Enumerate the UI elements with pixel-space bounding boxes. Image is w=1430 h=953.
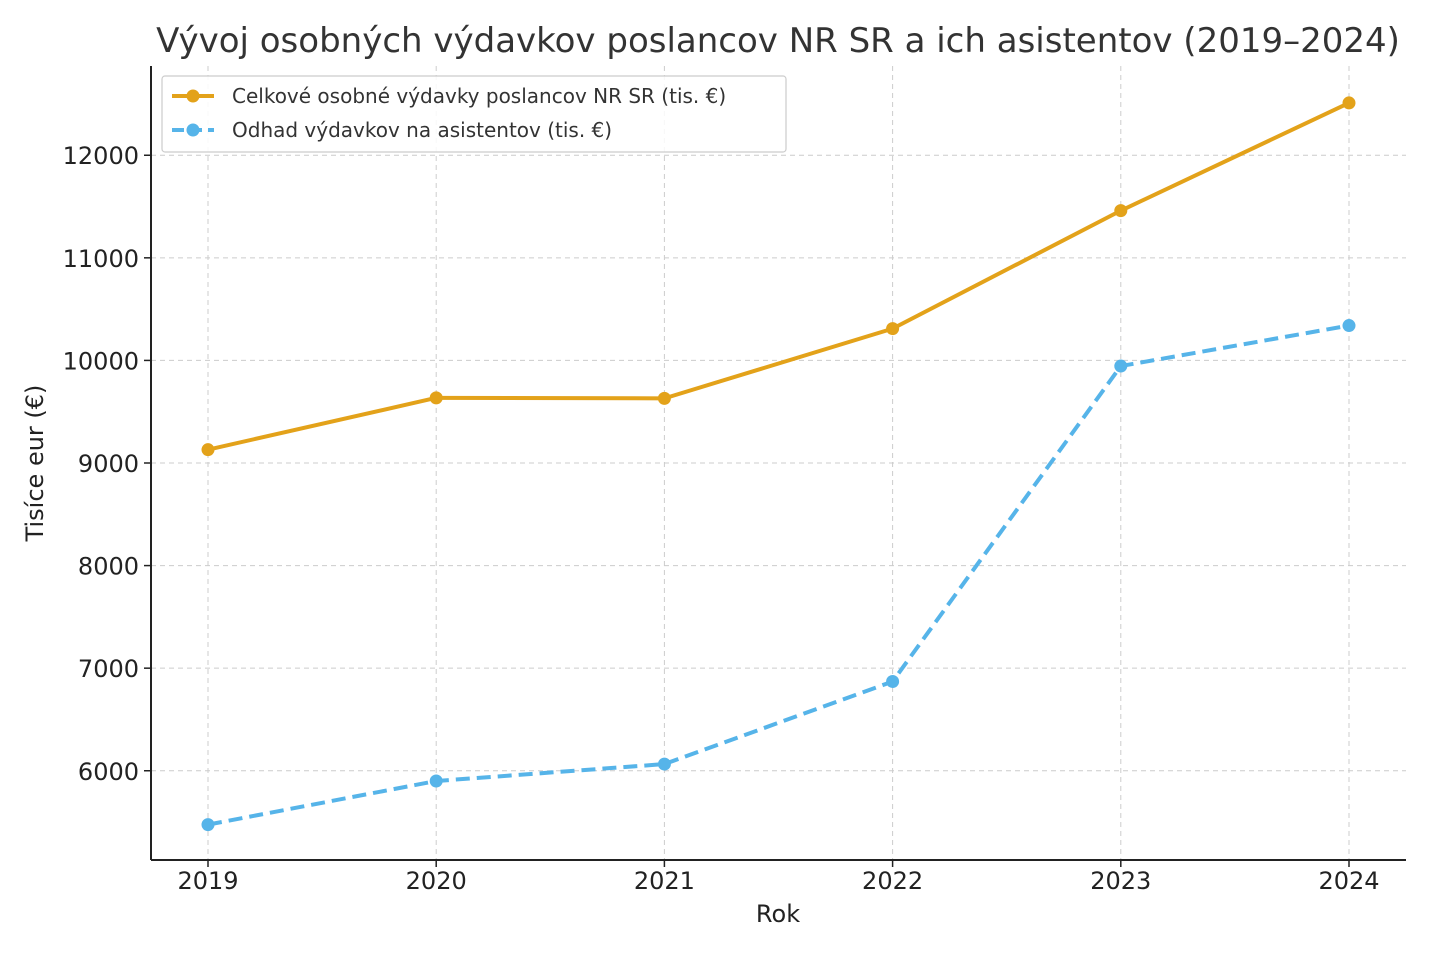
series-1-point [1114,204,1128,218]
series-line-2 [207,323,1350,827]
series-2-point [657,757,671,771]
series-2-point [1342,319,1356,333]
legend: Celkové osobné výdavky poslancov NR SR (… [161,75,787,153]
series-1-point [886,322,900,336]
grid [151,66,1406,860]
series-1-point [1342,96,1356,110]
series-2-point [429,774,443,788]
y-tick-label: 9000 [78,450,139,478]
legend-label-2: Odhad výdavkov na asistentov (tis. €) [232,118,612,142]
y-tick-label: 10000 [63,347,139,375]
x-tick-label: 2023 [1090,867,1151,895]
series-2-point [201,818,215,832]
x-tick-label: 2022 [862,867,923,895]
chart-title: Vývoj osobných výdavkov poslancov NR SR … [156,21,1400,61]
x-tick-label: 2024 [1318,867,1379,895]
legend-box [161,75,787,153]
series-1-point [429,391,443,405]
tick-labels: 2019 2020 2021 2022 2023 2024 6000 7000 8000 9000… [63,142,1380,895]
y-tick-label: 6000 [78,758,139,786]
y-tick-label: 11000 [63,245,139,273]
series-2-point [1114,359,1128,373]
legend-marker-2 [186,123,200,137]
series-1-point [201,443,215,457]
series-2-point [886,675,900,689]
series-1-point [657,391,671,405]
x-tick-label: 2021 [634,867,695,895]
legend-label-1: Celkové osobné výdavky poslancov NR SR (… [232,84,726,108]
x-tick-label: 2019 [177,867,238,895]
x-axis-label: Rok [756,900,800,928]
y-tick-label: 12000 [63,142,139,170]
series-line-1 [207,101,1350,452]
y-axis-label: Tisíce eur (€) [21,385,49,543]
x-tick-label: 2020 [406,867,467,895]
y-tick-label: 8000 [78,553,139,581]
series-layer [201,96,1356,832]
legend-marker-1 [186,89,200,103]
y-tick-label: 7000 [78,655,139,683]
